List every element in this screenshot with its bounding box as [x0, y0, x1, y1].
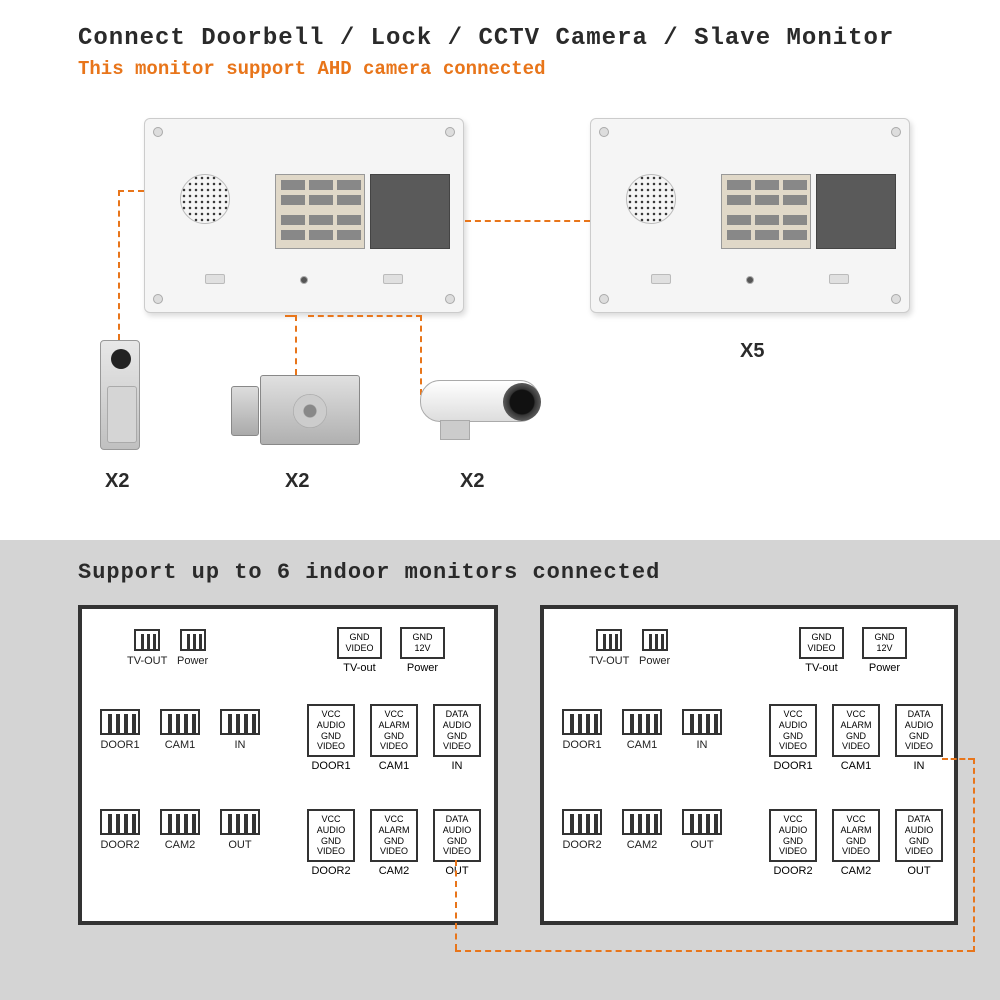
wire-lock — [295, 315, 297, 375]
monitor-slave — [590, 118, 910, 313]
wire-camera — [308, 315, 422, 317]
pinbox-door1: VCC AUDIO GND VIDEO — [769, 704, 817, 757]
speaker-icon — [180, 174, 230, 224]
pin-label: CAM2 — [370, 865, 418, 877]
port-out-icon — [220, 809, 260, 835]
pin-label: Power — [862, 662, 907, 674]
port-label: CAM1 — [160, 739, 200, 751]
port-door2-icon — [100, 809, 140, 835]
port-label: DOOR2 — [562, 839, 602, 851]
port-power-icon — [642, 629, 668, 651]
port-label: TV-OUT — [127, 655, 167, 667]
port-cam1-icon — [622, 709, 662, 735]
port-label: IN — [220, 739, 260, 751]
port-out-icon — [682, 809, 722, 835]
info-label-panel — [370, 174, 450, 249]
page-title: Connect Doorbell / Lock / CCTV Camera / … — [78, 25, 894, 52]
port-door2-icon — [562, 809, 602, 835]
pinbox-tvout: GND VIDEO — [337, 627, 382, 659]
camera-qty-label: X2 — [460, 470, 484, 493]
pin-label: TV-out — [799, 662, 844, 674]
slave-qty-label: X5 — [740, 340, 764, 363]
pinbox-cam2: VCC ALARM GND VIDEO — [370, 809, 418, 862]
info-label-panel — [816, 174, 896, 249]
pinbox-door2: VCC AUDIO GND VIDEO — [307, 809, 355, 862]
port-cam1-icon — [160, 709, 200, 735]
port-in-icon — [220, 709, 260, 735]
pinbox-in: DATA AUDIO GND VIDEO — [895, 704, 943, 757]
pin-label: Power — [400, 662, 445, 674]
wire-doorbell — [118, 190, 144, 192]
port-tvout-icon — [596, 629, 622, 651]
speaker-icon — [626, 174, 676, 224]
port-door1-icon — [100, 709, 140, 735]
terminal-block — [275, 174, 365, 249]
port-label: IN — [682, 739, 722, 751]
port-label: OUT — [682, 839, 722, 851]
pin-label: IN — [895, 760, 943, 772]
wire-lock — [285, 315, 297, 317]
pin-label: DOOR1 — [769, 760, 817, 772]
wiring-panel-right: TV-OUT Power DOOR1 CAM1 IN DOOR2 CAM2 OU… — [540, 605, 958, 925]
doorbell-device — [100, 340, 140, 450]
wire-out-in — [942, 758, 974, 760]
port-label: Power — [639, 655, 670, 667]
pin-label: CAM2 — [832, 865, 880, 877]
doorbell-qty-label: X2 — [105, 470, 129, 493]
pinbox-out: DATA AUDIO GND VIDEO — [433, 809, 481, 862]
port-label: CAM2 — [160, 839, 200, 851]
pinbox-in: DATA AUDIO GND VIDEO — [433, 704, 481, 757]
port-label: CAM2 — [622, 839, 662, 851]
wiring-panel-left: TV-OUT Power DOOR1 CAM1 IN DOOR2 CAM2 OU… — [78, 605, 498, 925]
port-label: Power — [177, 655, 208, 667]
pinbox-door1: VCC AUDIO GND VIDEO — [307, 704, 355, 757]
pin-label: CAM1 — [832, 760, 880, 772]
port-power-icon — [180, 629, 206, 651]
port-tvout-icon — [134, 629, 160, 651]
pin-label: DOOR2 — [307, 865, 355, 877]
pin-label: OUT — [433, 865, 481, 877]
port-cam2-icon — [160, 809, 200, 835]
lock-device — [260, 375, 360, 445]
port-label: CAM1 — [622, 739, 662, 751]
port-label: DOOR2 — [100, 839, 140, 851]
port-label: DOOR1 — [562, 739, 602, 751]
pinbox-power: GND 12V — [862, 627, 907, 659]
pinbox-cam1: VCC ALARM GND VIDEO — [832, 704, 880, 757]
port-cam2-icon — [622, 809, 662, 835]
terminal-block — [721, 174, 811, 249]
pin-label: IN — [433, 760, 481, 772]
pin-label: DOOR2 — [769, 865, 817, 877]
pinbox-power: GND 12V — [400, 627, 445, 659]
pin-label: DOOR1 — [307, 760, 355, 772]
page-subtitle: This monitor support AHD camera connecte… — [78, 58, 545, 80]
pin-label: TV-out — [337, 662, 382, 674]
pin-label: OUT — [895, 865, 943, 877]
cctv-camera-device — [420, 380, 540, 422]
pinbox-out: DATA AUDIO GND VIDEO — [895, 809, 943, 862]
pinbox-tvout: GND VIDEO — [799, 627, 844, 659]
pin-label: CAM1 — [370, 760, 418, 772]
wiring-section-title: Support up to 6 indoor monitors connecte… — [78, 560, 660, 585]
port-label: OUT — [220, 839, 260, 851]
port-door1-icon — [562, 709, 602, 735]
lock-qty-label: X2 — [285, 470, 309, 493]
wire-out-in — [455, 950, 973, 952]
monitor-main — [144, 118, 464, 313]
port-in-icon — [682, 709, 722, 735]
port-label: TV-OUT — [589, 655, 629, 667]
pinbox-cam1: VCC ALARM GND VIDEO — [370, 704, 418, 757]
pinbox-door2: VCC AUDIO GND VIDEO — [769, 809, 817, 862]
wire-out-in — [455, 860, 457, 950]
port-label: DOOR1 — [100, 739, 140, 751]
pinbox-cam2: VCC ALARM GND VIDEO — [832, 809, 880, 862]
wire-out-in — [973, 758, 975, 952]
wire-monitor-link — [465, 220, 590, 222]
wire-doorbell — [118, 190, 120, 340]
